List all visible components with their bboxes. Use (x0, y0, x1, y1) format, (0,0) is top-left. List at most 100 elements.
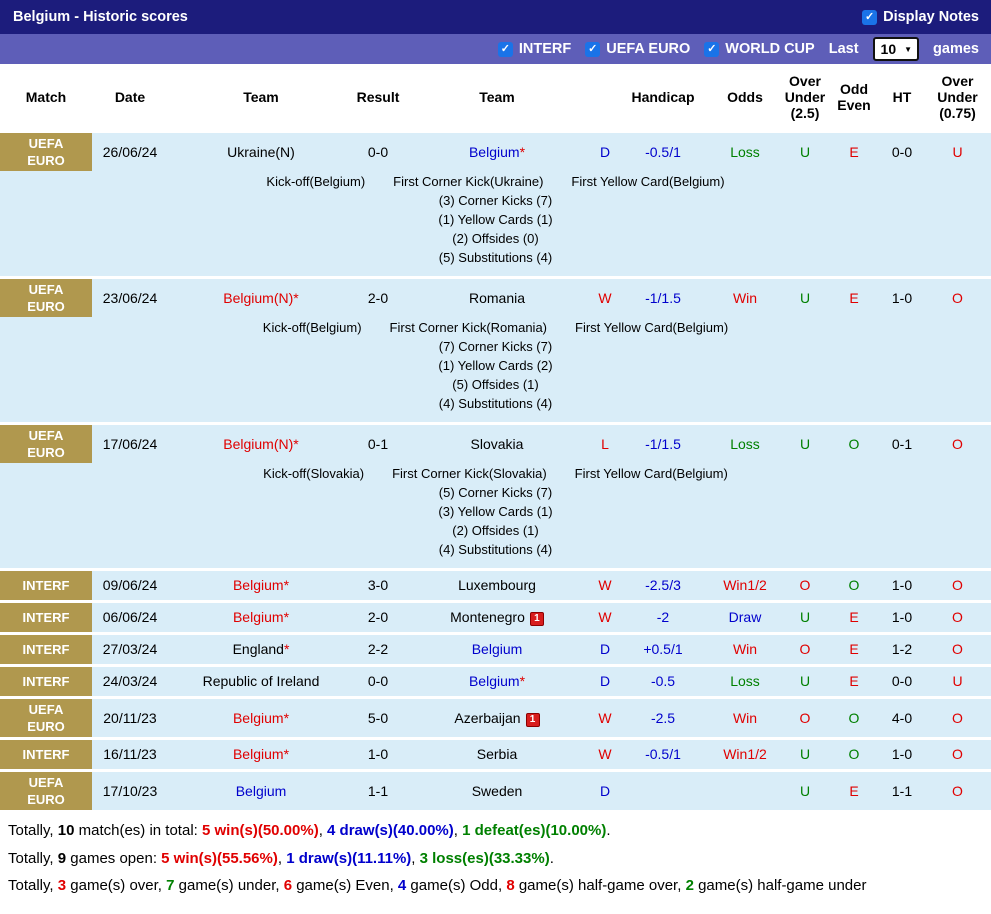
half-time-score: 1-0 (880, 569, 924, 602)
over-under-075-value: U (924, 665, 991, 698)
home-team: Belgium* (168, 601, 354, 634)
competition-badge: UEFA EURO (0, 423, 92, 463)
team-name: Montenegro (450, 609, 525, 625)
over-under-075-value: O (924, 770, 991, 810)
star-marker: * (283, 746, 290, 762)
display-notes-toggle[interactable]: ✓ Display Notes (862, 9, 979, 25)
outcome-letter: W (592, 277, 618, 317)
home-team: Republic of Ireland (168, 665, 354, 698)
header-date: Date (92, 64, 168, 132)
match-result: 0-0 (354, 665, 402, 698)
match-block: INTERF 16/11/23 Belgium* 1-0 Serbia W -0.5/1 Wi… (0, 738, 991, 771)
match-row: UEFA EURO 17/06/24 Belgium(N)* 0-1 Slovakia L… (0, 423, 991, 463)
over-under-25-value: U (782, 770, 828, 810)
match-date: 09/06/24 (92, 569, 168, 602)
note-stat-line: (5) Substitutions (4) (438, 250, 553, 265)
summary-segment: games open: (66, 849, 162, 867)
odd-even-value: O (828, 423, 880, 463)
team-name: Belgium (468, 143, 520, 160)
notes-head-line: Kick-off(Belgium) First Corner Kick(Ukrai… (0, 171, 991, 191)
world-cup-checkbox-icon[interactable]: ✓ (704, 41, 720, 57)
star-marker: * (283, 641, 290, 657)
team-name: Sweden (471, 782, 523, 799)
over-under-075-value: O (924, 423, 991, 463)
display-notes-checkbox-icon[interactable]: ✓ (862, 9, 878, 25)
over-under-25-value: U (782, 665, 828, 698)
match-block: UEFA EURO 17/10/23 Belgium 1-1 Sweden D U E 1-1 O (0, 770, 991, 810)
first-corner-note: First Corner Kick(Slovakia) (392, 466, 547, 481)
match-result: 3-0 (354, 569, 402, 602)
filter-uefa-euro[interactable]: ✓ UEFA EURO (585, 41, 690, 57)
half-time-score: 1-1 (880, 770, 924, 810)
display-notes-label: Display Notes (883, 9, 979, 25)
summary-segment: 3 (57, 877, 67, 894)
star-marker: * (519, 143, 526, 160)
filter-bar: ✓ INTERF ✓ UEFA EURO ✓ WORLD CUP Last 10… (0, 34, 991, 64)
note-stat-line: (1) Yellow Cards (2) (438, 358, 553, 373)
games-count-select[interactable]: 10 ▼ (872, 37, 920, 61)
home-team: Belgium* (168, 569, 354, 602)
handicap-value: -0.5/1 (618, 131, 708, 171)
header-odds: Odds (708, 64, 782, 132)
interf-checkbox-icon[interactable]: ✓ (497, 41, 513, 57)
handicap-value: -2.5/3 (618, 569, 708, 602)
star-marker: * (293, 289, 299, 306)
uefa-euro-checkbox-icon[interactable]: ✓ (585, 41, 601, 57)
match-row: UEFA EURO 26/06/24 Ukraine(N) 0-0 Belgium* D -… (0, 131, 991, 171)
half-time-score: 1-0 (880, 277, 924, 317)
summary-segment: , (277, 849, 287, 867)
handicap-value: -0.5 (618, 665, 708, 698)
home-team: England* (168, 633, 354, 666)
notes-head-line: Kick-off(Belgium) First Corner Kick(Roman… (0, 317, 991, 337)
summary-segment: , (453, 822, 463, 839)
note-stat-line: (2) Offsides (1) (452, 523, 539, 538)
odd-even-value: E (828, 665, 880, 698)
summary-segment: , (411, 849, 420, 867)
handicap-value: -1/1.5 (618, 423, 708, 463)
outcome-letter: W (592, 697, 618, 739)
last-label: Last (828, 41, 859, 57)
history-table: Match Date Team Result Team Handicap Odd… (0, 64, 991, 810)
note-stat-line: (5) Corner Kicks (7) (438, 485, 553, 500)
summary-line: Totally, 3 game(s) over, 7 game(s) under… (8, 872, 983, 900)
handicap-value: -2.5 (618, 697, 708, 739)
note-stat-line: (7) Corner Kicks (7) (438, 339, 553, 354)
kick-off-note: Kick-off(Belgium) (266, 174, 366, 189)
summary-line: Totally, 10 match(es) in total: 5 win(s)… (8, 817, 983, 845)
first-yellow-note: First Yellow Card(Belgium) (571, 174, 725, 189)
summary-segment: match(es) in total: (74, 822, 202, 839)
odds-result: Win (708, 277, 782, 317)
team-name: Belgium (235, 782, 287, 799)
filter-world-cup[interactable]: ✓ WORLD CUP (704, 41, 815, 57)
match-block: INTERF 27/03/24 England* 2-2 Belgium D +0.5/1 W… (0, 633, 991, 666)
summary-segment: 10 (57, 822, 75, 839)
odds-result: Loss (708, 131, 782, 171)
over-under-25-value: U (782, 131, 828, 171)
handicap-value: -1/1.5 (618, 277, 708, 317)
over-under-25-value: U (782, 277, 828, 317)
odds-result: Win1/2 (708, 569, 782, 602)
team-name: Ukraine(N) (227, 143, 295, 160)
summary-line: Totally, 9 games open: 5 win(s)(55.56%),… (8, 845, 983, 873)
over-under-25-value: U (782, 601, 828, 634)
home-team: Belgium* (168, 738, 354, 771)
games-label: games (933, 41, 979, 57)
away-team: Azerbaijan 1 (402, 697, 592, 739)
match-notes: Kick-off(Slovakia) First Corner Kick(Slov… (0, 463, 991, 570)
summary-segment: Totally, (8, 822, 58, 839)
filter-interf[interactable]: ✓ INTERF (497, 41, 571, 57)
team-name: Serbia (476, 746, 518, 762)
note-stat-line: (3) Corner Kicks (7) (438, 193, 553, 208)
away-team: Sweden (402, 770, 592, 810)
kick-off-note: Kick-off(Belgium) (262, 320, 362, 335)
header-over-under-075: Over Under (0.75) (924, 64, 991, 132)
summary-segment: game(s) under, (174, 877, 284, 894)
odd-even-value: O (828, 738, 880, 771)
summary-segment: game(s) over, (66, 877, 167, 894)
team-name: England (232, 641, 284, 657)
over-under-075-value: O (924, 601, 991, 634)
header-odd-even: Odd Even (828, 64, 880, 132)
away-team: Montenegro 1 (402, 601, 592, 634)
summary-segment: Totally, (8, 849, 58, 867)
match-date: 20/11/23 (92, 697, 168, 739)
